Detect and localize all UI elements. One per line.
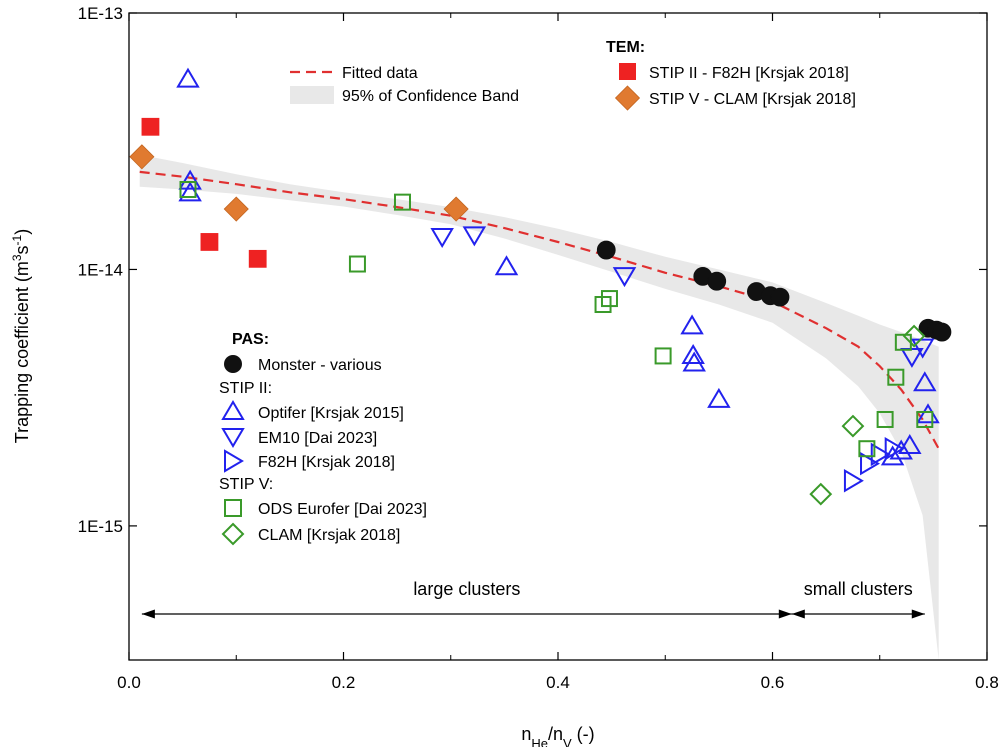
legend-ods-eurofer-marker (224, 499, 242, 517)
legend-pas-header: PAS: (232, 331, 269, 348)
x-tick-label: 0.2 (332, 673, 356, 692)
marker-stip-ii-f82h-krsjak-2018-2 (248, 249, 267, 268)
marker-f82h-krsjak-2018-1 (860, 451, 880, 476)
legend-monster-label: Monster - various (258, 357, 382, 374)
marker-optifer-krsjak-2015-11 (913, 371, 937, 392)
legend-tem-square-marker (619, 63, 636, 80)
marker-ods-eurofer-dai-2023-6 (858, 440, 876, 458)
region-label: small clusters (804, 579, 913, 599)
legend-optifer-marker (221, 400, 245, 420)
region-arrow-head-right (911, 609, 925, 619)
marker-stip-ii-f82h-krsjak-2018-1 (200, 233, 219, 251)
region-arrow-head-right (778, 609, 792, 619)
marker-em10-dai-2023-2 (612, 267, 637, 288)
marker-monster-various-2 (707, 271, 727, 291)
marker-ods-eurofer-dai-2023-2 (393, 193, 411, 211)
marker-optifer-krsjak-2015-1 (178, 169, 202, 190)
marker-monster-various-8 (932, 322, 952, 342)
marker-ods-eurofer-dai-2023-1 (348, 255, 366, 273)
x-tick-label: 0.8 (975, 673, 999, 692)
cluster-regions-layer: large clusters small clusters (141, 579, 925, 619)
marker-optifer-krsjak-2015-5 (681, 343, 705, 364)
ticks-layer: 0.0 0.2 0.4 0.6 0.8 1E-15 1E-14 1E-13 (78, 4, 999, 692)
legend-tem-diamond-marker (614, 85, 641, 111)
legend-em10-marker (221, 428, 245, 448)
confidence-band-layer (139, 154, 939, 661)
x-tick-label: 0.6 (761, 673, 785, 692)
marker-ods-eurofer-dai-2023-4 (600, 290, 618, 308)
legend-clam-label: CLAM [Krsjak 2018] (258, 527, 400, 544)
marker-optifer-krsjak-2015-7 (707, 387, 731, 408)
marker-clam-krsjak-2018-0 (809, 482, 833, 506)
legend-fit-label: Fitted data (342, 65, 418, 82)
legend-stip2-header: STIP II: (219, 380, 272, 397)
legend-tem-f82h-label: STIP II - F82H [Krsjak 2018] (649, 65, 849, 82)
marker-stip-v-clam-krsjak-2018-0 (129, 144, 155, 170)
marker-em10-dai-2023-0 (430, 228, 454, 249)
marker-ods-eurofer-dai-2023-7 (876, 410, 894, 428)
legend-ods-eurofer-label: ODS Eurofer [Dai 2023] (258, 501, 427, 518)
y-tick-label: 1E-14 (78, 260, 123, 279)
marker-optifer-krsjak-2015-6 (682, 351, 706, 372)
marker-optifer-krsjak-2015-9 (889, 439, 913, 460)
marker-optifer-krsjak-2015-4 (680, 314, 704, 335)
legend-em10-label: EM10 [Dai 2023] (258, 430, 377, 447)
marker-monster-various-5 (770, 287, 790, 307)
marker-stip-ii-f82h-krsjak-2018-0 (141, 117, 160, 136)
confidence-band (139, 154, 939, 661)
legend-top: Fitted data 95% of Confidence Band (290, 65, 519, 105)
data-markers-layer (129, 67, 952, 506)
marker-optifer-krsjak-2015-0 (176, 67, 200, 88)
legend-band-swatch (290, 86, 334, 104)
marker-f82h-krsjak-2018-3 (884, 436, 905, 461)
marker-f82h-krsjak-2018-2 (870, 442, 891, 467)
region-label: large clusters (413, 579, 520, 599)
legend-optifer-label: Optifer [Krsjak 2015] (258, 405, 404, 422)
legend-tem: TEM: STIP II - F82H [Krsjak 2018] STIP V… (606, 39, 856, 111)
marker-ods-eurofer-dai-2023-5 (654, 347, 672, 365)
y-axis-title: Trapping coefficient (m3s-1) (10, 229, 32, 443)
legend-f82h-marker (224, 449, 244, 473)
x-tick-label: 0.4 (546, 673, 570, 692)
y-tick-label: 1E-15 (78, 517, 123, 536)
marker-em10-dai-2023-3 (900, 347, 924, 368)
region-arrow-head-left (141, 609, 155, 619)
marker-ods-eurofer-dai-2023-10 (916, 410, 934, 428)
legend-monster-marker (224, 355, 242, 373)
marker-optifer-krsjak-2015-3 (494, 255, 519, 276)
legend-band-label: 95% of Confidence Band (342, 88, 519, 105)
marker-f82h-krsjak-2018-0 (843, 468, 864, 493)
legend-stip5-header: STIP V: (219, 476, 273, 493)
marker-em10-dai-2023-4 (910, 338, 935, 359)
x-tick-label: 0.0 (117, 673, 141, 692)
marker-ods-eurofer-dai-2023-8 (887, 368, 905, 386)
y-tick-label: 1E-13 (78, 4, 123, 23)
x-axis-title: nHe/nV (-) (521, 724, 594, 747)
marker-ods-eurofer-dai-2023-3 (594, 296, 612, 314)
marker-stip-v-clam-krsjak-2018-1 (223, 196, 249, 222)
legend-tem-header: TEM: (606, 39, 645, 56)
marker-monster-various-0 (596, 240, 616, 260)
marker-em10-dai-2023-1 (462, 226, 487, 247)
legend-tem-clam-label: STIP V - CLAM [Krsjak 2018] (649, 91, 856, 108)
legend-clam-marker (221, 522, 245, 546)
marker-ods-eurofer-dai-2023-0 (179, 181, 197, 199)
marker-optifer-krsjak-2015-10 (898, 433, 922, 454)
marker-clam-krsjak-2018-2 (902, 324, 926, 348)
legend-pas: PAS: Monster - various STIP II: Optifer … (219, 331, 427, 546)
marker-stip-v-clam-krsjak-2018-2 (443, 196, 469, 222)
marker-clam-krsjak-2018-1 (841, 414, 865, 438)
legend-f82h-label: F82H [Krsjak 2018] (258, 454, 395, 471)
region-arrow-head-left (791, 609, 805, 619)
